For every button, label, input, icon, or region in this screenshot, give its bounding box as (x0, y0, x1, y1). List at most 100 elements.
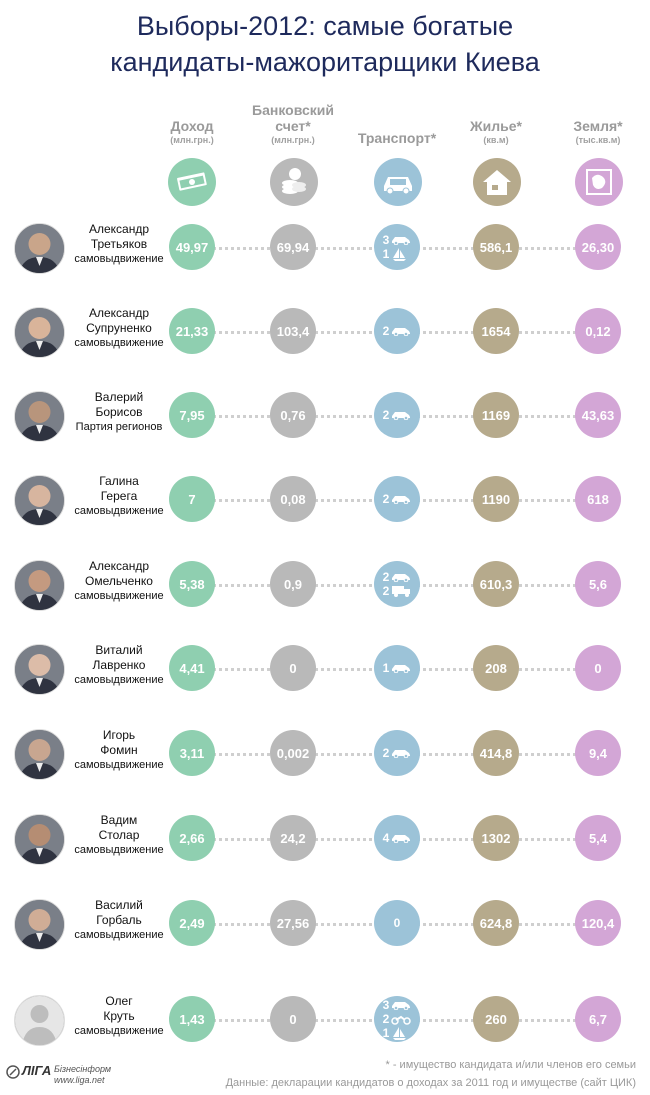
income-value: 5,38 (169, 561, 215, 607)
transport-line: 3 (383, 998, 412, 1012)
party-label: самовыдвижение (74, 759, 164, 771)
last-name: Столар (98, 828, 140, 842)
land-value: 0 (575, 645, 621, 691)
income-value: 7,95 (169, 392, 215, 438)
income-value: 21,33 (169, 308, 215, 354)
candidate-name: Василий Горбаль самовыдвижение (58, 898, 180, 943)
transport-value: 2 (374, 308, 420, 354)
bank-value: 69,94 (270, 224, 316, 270)
truck-icon (391, 585, 411, 597)
column-label: Доход (170, 118, 214, 134)
logo-url: www.liga.net (54, 1075, 105, 1085)
car-icon (391, 833, 411, 843)
land-value: 0,12 (575, 308, 621, 354)
candidate-name: Виталий Лавренко самовыдвижение (58, 643, 180, 688)
transport-line: 2 (383, 324, 412, 338)
party-label: самовыдвижение (74, 844, 164, 856)
income-value: 1,43 (169, 996, 215, 1042)
bank-value: 0,9 (270, 561, 316, 607)
motorcycle-icon (391, 1013, 412, 1025)
avatar (14, 223, 65, 274)
car-icon (391, 410, 411, 420)
avatar (14, 729, 65, 780)
transport-count: 2 (382, 324, 390, 338)
bank-value: 0,76 (270, 392, 316, 438)
income-value: 7 (169, 476, 215, 522)
income-value: 2,49 (169, 900, 215, 946)
avatar (14, 391, 65, 442)
last-name: Герега (100, 489, 138, 503)
candidate-name: Александр Супруненко самовыдвижение (58, 306, 180, 351)
transport-count: 3 (382, 998, 390, 1012)
column-label: Жилье* (470, 118, 522, 134)
party-label: самовыдвижение (74, 929, 164, 941)
housing-value: 1302 (473, 815, 519, 861)
candidate-name: Олег Круть самовыдвижение (58, 994, 180, 1039)
transport-count: 2 (382, 492, 390, 506)
income-value: 2,66 (169, 815, 215, 861)
transport-count: 0 (393, 916, 401, 930)
transport-line: 2 (383, 492, 412, 506)
bank-value: 24,2 (270, 815, 316, 861)
transport-line: 2 (383, 408, 412, 422)
transport-line: 0 (394, 916, 401, 930)
column-header-bank: Банковский счет* (млн.грн.) (243, 102, 343, 146)
column-header-housing: Жилье* (кв.м) (446, 102, 546, 146)
column-unit: (кв.м) (483, 135, 509, 145)
land-value: 618 (575, 476, 621, 522)
table-row: Олег Круть самовыдвижение 1,43 0 3 2 1 260 6,7 (0, 992, 650, 1076)
column-label: Земля* (573, 118, 623, 134)
title-line-2: кандидаты-мажоритарщики Киева (110, 47, 540, 77)
avatar (14, 814, 65, 865)
table-row: Валерий Борисов Партия регионов 7,95 0,76 2 11… (0, 388, 650, 472)
table-row: Галина Герега самовыдвижение 7 0,08 2 1190 618 (0, 472, 650, 556)
transport-count: 4 (382, 831, 390, 845)
land-value: 26,30 (575, 224, 621, 270)
first-name: Виталий (95, 643, 143, 657)
land-icon (575, 158, 623, 206)
car-icon (391, 494, 411, 504)
last-name: Круть (103, 1009, 135, 1023)
column-label: Транспорт* (357, 130, 437, 146)
land-value: 43,63 (575, 392, 621, 438)
housing-value: 610,3 (473, 561, 519, 607)
last-name: Фомин (100, 743, 138, 757)
housing-value: 1169 (473, 392, 519, 438)
last-name: Омельченко (85, 574, 153, 588)
transport-line: 4 (383, 831, 412, 845)
avatar (14, 475, 65, 526)
transport-count: 3 (382, 233, 390, 247)
page-title: Выборы-2012: самые богатые кандидаты-маж… (0, 8, 650, 80)
transport-line: 2 (383, 746, 412, 760)
land-value: 5,4 (575, 815, 621, 861)
car-icon (391, 326, 411, 336)
table-row: Виталий Лавренко самовыдвижение 4,41 0 1 208 0 (0, 641, 650, 725)
land-value: 9,4 (575, 730, 621, 776)
party-label: самовыдвижение (74, 337, 164, 349)
avatar (14, 899, 65, 950)
logo-subtitle: Бізнесінформ (54, 1064, 112, 1074)
housing-value: 586,1 (473, 224, 519, 270)
candidate-name: Галина Герега самовыдвижение (58, 474, 180, 519)
bank-value: 0 (270, 645, 316, 691)
first-name: Василий (95, 898, 143, 912)
party-label: самовыдвижение (74, 505, 164, 517)
transport-value: 0 (374, 900, 420, 946)
land-value: 120,4 (575, 900, 621, 946)
transport-value: 1 (374, 645, 420, 691)
bank-value: 0,002 (270, 730, 316, 776)
car-icon (374, 158, 422, 206)
candidate-name: Александр Третьяков самовыдвижение (58, 222, 180, 267)
money-icon (168, 158, 216, 206)
sailboat-icon (391, 1026, 409, 1040)
housing-value: 1654 (473, 308, 519, 354)
table-row: Александр Супруненко самовыдвижение 21,33 10… (0, 304, 650, 388)
title-line-1: Выборы-2012: самые богатые (136, 11, 514, 41)
column-unit: (млн.грн.) (170, 135, 214, 145)
last-name: Супруненко (86, 321, 152, 335)
transport-count: 2 (382, 408, 390, 422)
first-name: Валерий (94, 390, 144, 404)
first-name: Александр (88, 306, 150, 320)
